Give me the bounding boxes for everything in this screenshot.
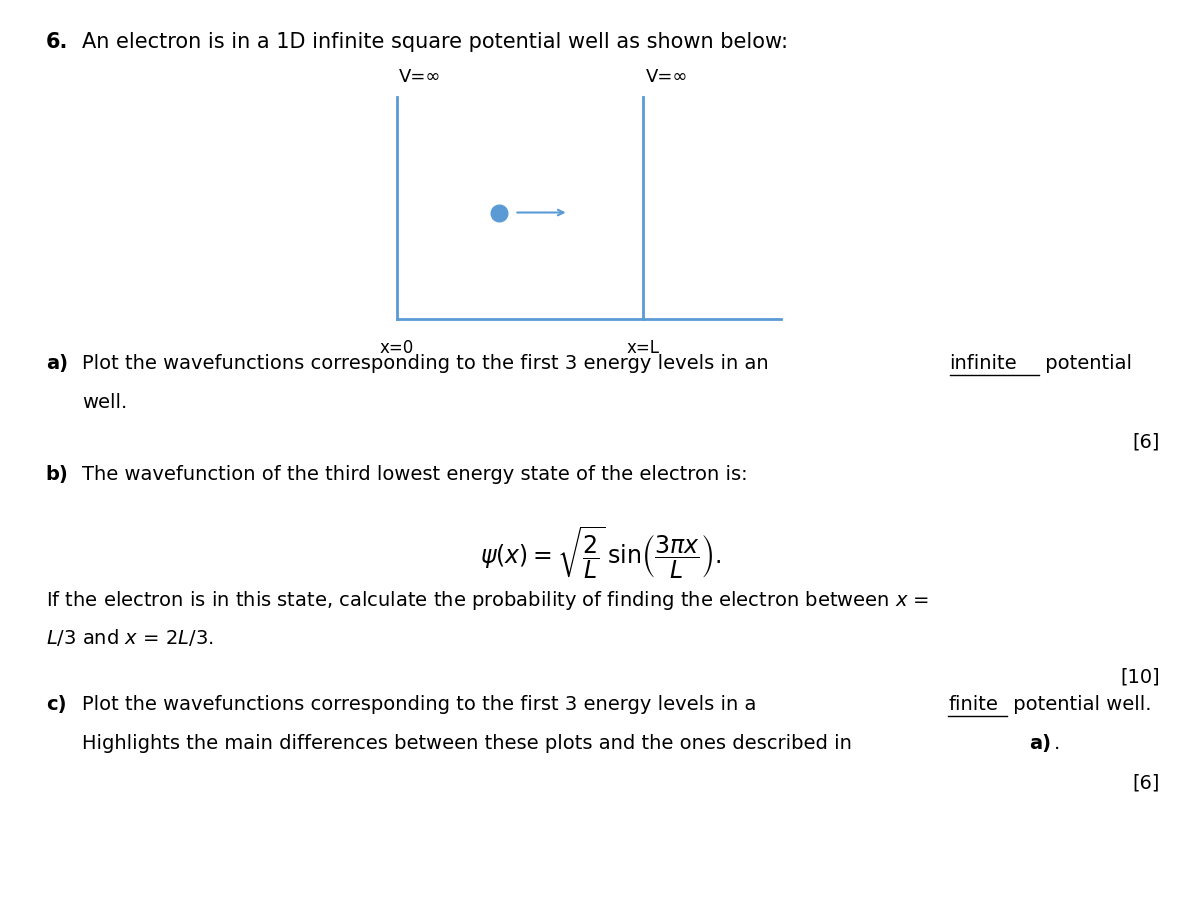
Text: a): a) xyxy=(1029,734,1051,753)
Text: $\psi(x) = \sqrt{\dfrac{2}{L}}\,\sin\!\left(\dfrac{3\pi x}{L}\right).$: $\psi(x) = \sqrt{\dfrac{2}{L}}\,\sin\!\l… xyxy=(481,525,721,582)
Text: The wavefunction of the third lowest energy state of the electron is:: The wavefunction of the third lowest ene… xyxy=(82,465,748,484)
Text: $L/3$ and $x$ = $2L/3$.: $L/3$ and $x$ = $2L/3$. xyxy=(46,627,213,649)
Text: x=0: x=0 xyxy=(380,339,413,357)
Text: infinite: infinite xyxy=(950,354,1017,373)
Text: x=L: x=L xyxy=(626,339,660,357)
Text: V=∞: V=∞ xyxy=(399,68,441,86)
Text: .: . xyxy=(1054,734,1060,753)
Text: a): a) xyxy=(46,354,67,373)
Text: potential: potential xyxy=(1039,354,1131,373)
Text: finite: finite xyxy=(948,695,998,714)
Text: b): b) xyxy=(46,465,69,484)
Text: If the electron is in this state, calculate the probability of finding the elect: If the electron is in this state, calcul… xyxy=(46,589,929,612)
Text: An electron is in a 1D infinite square potential well as shown below:: An electron is in a 1D infinite square p… xyxy=(82,32,787,53)
Text: 6.: 6. xyxy=(46,32,69,53)
Text: V=∞: V=∞ xyxy=(645,68,688,86)
Text: Plot the wavefunctions corresponding to the first 3 energy levels in an: Plot the wavefunctions corresponding to … xyxy=(82,354,774,373)
Text: [10]: [10] xyxy=(1120,667,1160,687)
Text: well.: well. xyxy=(82,393,127,412)
Text: [6]: [6] xyxy=(1132,432,1160,452)
Text: [6]: [6] xyxy=(1132,773,1160,793)
Text: Plot the wavefunctions corresponding to the first 3 energy levels in a: Plot the wavefunctions corresponding to … xyxy=(82,695,762,714)
Text: c): c) xyxy=(46,695,66,714)
Text: potential well.: potential well. xyxy=(1007,695,1152,714)
Text: Highlights the main differences between these plots and the ones described in: Highlights the main differences between … xyxy=(82,734,858,753)
